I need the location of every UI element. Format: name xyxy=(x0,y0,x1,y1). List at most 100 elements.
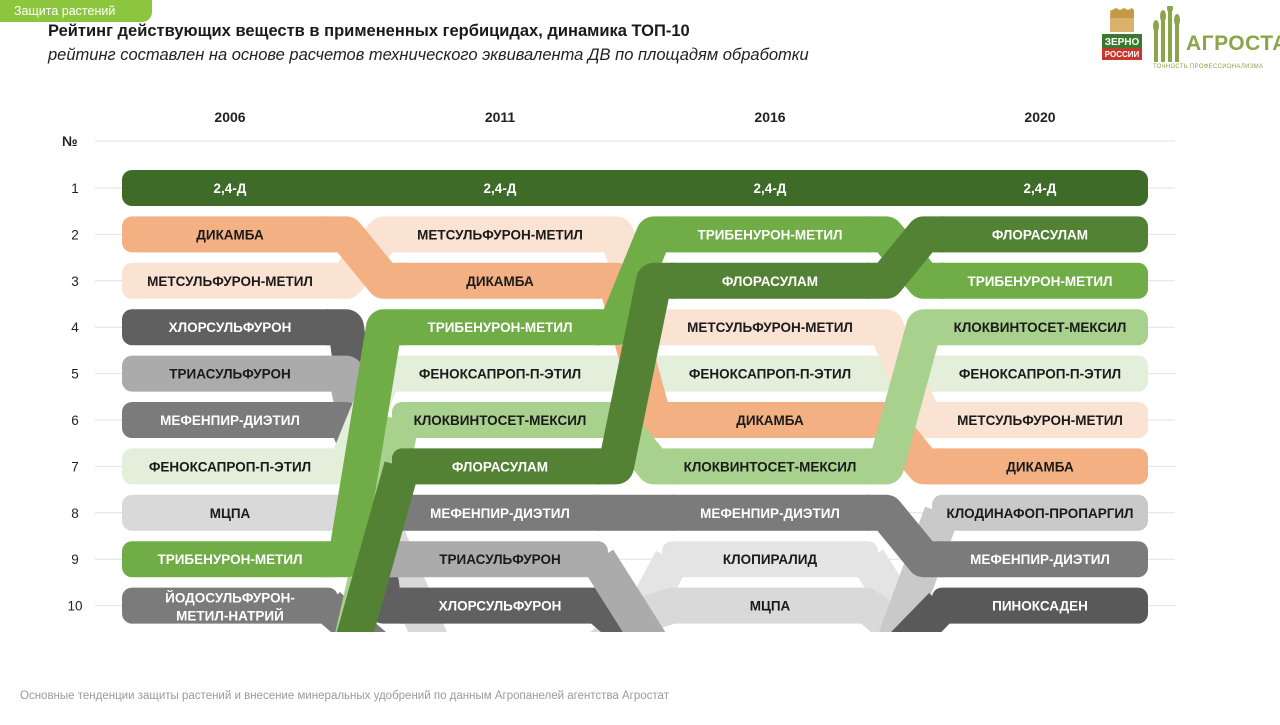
series-box-дикамба-2016 xyxy=(662,402,878,438)
label-layer: 2,4-Д 2,4-Д 2,4-Д 2,4-Д ДИКАМБА ДИКАМБА ДИКАМБ… xyxy=(147,181,1133,624)
series-box-хлорсульфурон-2011 xyxy=(392,587,608,624)
series-box-мефенпир-диэтил-2011 xyxy=(392,494,608,531)
series-box-мефенпир-диэтил-2016 xyxy=(662,494,878,531)
series-label-клоквинтосет-мексил-2020: КЛОКВИНТОСЕТ-МЕКСИЛ xyxy=(954,320,1127,335)
series-box-метсульфурон-метил-2006 xyxy=(122,262,338,299)
chart-title: Рейтинг действующих веществ в примененны… xyxy=(48,22,690,40)
series-box-феноксапроп-п-этил-2016 xyxy=(662,355,878,392)
series-box-дикамба-2006 xyxy=(122,216,338,253)
series-box-пиноксаден-2020 xyxy=(932,587,1148,624)
series-exit-йодосульфурон-метил-натрий-2006 xyxy=(316,592,386,632)
series-box-мефенпир-диэтил-2020 xyxy=(932,541,1148,578)
series-box-клопиралид-2016 xyxy=(662,541,878,578)
series-label-клоквинтосет-мексил-2011: КЛОКВИНТОСЕТ-МЕКСИЛ xyxy=(414,413,587,428)
series-label-мцпа-2006: МЦПА xyxy=(210,506,251,521)
year-header-2020: 2020 xyxy=(1024,109,1055,125)
series-label-флорасулам-2016: ФЛОРАСУЛАМ xyxy=(722,274,818,289)
year-header-2016: 2016 xyxy=(754,109,785,125)
zerno-word: ЗЕРНО xyxy=(1105,37,1140,48)
series-band-пиноксаден xyxy=(891,587,1148,632)
rank-label-9: 9 xyxy=(71,552,79,567)
band-layer xyxy=(122,170,1148,632)
series-label-дикамба-2020: ДИКАМБА xyxy=(1006,459,1074,474)
series-label-клопиралид-2016: КЛОПИРАЛИД xyxy=(723,552,818,567)
series-box-клоквинтосет-мексил-2020 xyxy=(932,309,1148,346)
series-exit-мцпа-2016 xyxy=(856,592,926,632)
series-label-феноксапроп-п-этил-2006: ФЕНОКСАПРОП-П-ЭТИЛ xyxy=(149,459,311,474)
series-box-2-4-д-2020 xyxy=(932,170,1148,206)
series-box-клодинафоп-пропаргил-2020 xyxy=(932,494,1148,531)
series-box-метсульфурон-метил-2020 xyxy=(932,402,1148,438)
series-box-метсульфурон-метил-2011 xyxy=(392,216,608,253)
rossii-word: РОССИИ xyxy=(1105,50,1140,59)
series-box-феноксапроп-п-этил-2006 xyxy=(122,448,338,485)
series-label-феноксапроп-п-этил-2016: ФЕНОКСАПРОП-П-ЭТИЛ xyxy=(689,367,851,382)
series-link-клоквинтосет-мексил-2016-2020 xyxy=(866,309,944,485)
series-label-дикамба-2006: ДИКАМБА xyxy=(196,227,264,242)
series-label-трибенурон-метил-2011: ТРИБЕНУРОН-МЕТИЛ xyxy=(427,320,572,335)
series-label-метсульфурон-метил-2016: МЕТСУЛЬФУРОН-МЕТИЛ xyxy=(687,320,853,335)
series-box-трибенурон-метил-2011 xyxy=(392,309,608,346)
series-label-line: МЕТИЛ-НАТРИЙ xyxy=(176,609,284,624)
series-label-мефенпир-диэтил-2011: МЕФЕНПИР-ДИЭТИЛ xyxy=(430,506,570,521)
series-box-метсульфурон-метил-2016 xyxy=(662,309,878,346)
rank-label-4: 4 xyxy=(71,320,79,335)
rank-label-6: 6 xyxy=(71,413,79,428)
rank-label-3: 3 xyxy=(71,274,79,289)
series-label-хлорсульфурон-2011: ХЛОРСУЛЬФУРОН xyxy=(439,599,562,614)
series-link-флорасулам-2011-2016 xyxy=(596,262,674,485)
series-box-2-4-д-2006 xyxy=(122,170,338,206)
series-label-метсульфурон-метил-2011: МЕТСУЛЬФУРОН-МЕТИЛ xyxy=(417,227,583,242)
series-exit-хлорсульфурон-2011 xyxy=(586,592,656,632)
series-label-мефенпир-диэтил-2016: МЕФЕНПИР-ДИЭТИЛ xyxy=(700,506,840,521)
series-box-феноксапроп-п-этил-2011 xyxy=(392,355,608,392)
series-label-мцпа-2016: МЦПА xyxy=(750,599,791,614)
series-label-трибенурон-метил-2020: ТРИБЕНУРОН-МЕТИЛ xyxy=(967,274,1112,289)
series-label-клоквинтосет-мексил-2016: КЛОКВИНТОСЕТ-МЕКСИЛ xyxy=(684,459,857,474)
zerno-rossii-logo: ЗЕРНО РОССИИ xyxy=(1102,8,1142,60)
series-label-флорасулам-2020: ФЛОРАСУЛАМ xyxy=(992,227,1088,242)
series-band-флорасулам xyxy=(336,216,1148,632)
year-header-2011: 2011 xyxy=(485,109,516,125)
series-label-трибенурон-метил-2006: ТРИБЕНУРОН-МЕТИЛ xyxy=(157,552,302,567)
series-box-дикамба-2011 xyxy=(392,262,608,299)
rank-header: № xyxy=(62,133,78,149)
series-band-2-4-д xyxy=(122,170,1148,206)
series-link-флорасулам-2016-2020 xyxy=(866,216,944,299)
series-exit-триасульфурон-2011 xyxy=(582,549,666,632)
series-box-хлорсульфурон-2006 xyxy=(122,309,338,346)
series-box-мцпа-2016 xyxy=(662,587,878,624)
series-label-line: ЙОДОСУЛЬФУРОН- xyxy=(165,591,295,606)
series-label-феноксапроп-п-этил-2020: ФЕНОКСАПРОП-П-ЭТИЛ xyxy=(959,367,1121,382)
series-box-трибенурон-метил-2016 xyxy=(662,216,878,253)
year-header-2006: 2006 xyxy=(214,109,245,125)
series-label-триасульфурон-2006: ТРИАСУЛЬФУРОН xyxy=(169,367,290,382)
series-enter-пиноксаден-2020 xyxy=(891,593,955,632)
rank-label-1: 1 xyxy=(71,181,79,196)
series-link-трибенурон-метил-2011-2016 xyxy=(596,216,674,346)
rank-label-7: 7 xyxy=(71,459,79,474)
series-box-трибенурон-метил-2006 xyxy=(122,541,338,578)
series-label-2-4-д-2006: 2,4-Д xyxy=(214,181,247,196)
series-label-метсульфурон-метил-2006: МЕТСУЛЬФУРОН-МЕТИЛ xyxy=(147,274,313,289)
series-band-клодинафоп-пропаргил xyxy=(878,494,1148,632)
rank-label-8: 8 xyxy=(71,506,79,521)
series-label-клодинафоп-пропаргил-2020: КЛОДИНАФОП-ПРОПАРГИЛ xyxy=(946,506,1133,521)
chart-subtitle: рейтинг составлен на основе расчетов тех… xyxy=(48,46,809,64)
series-label-дикамба-2016: ДИКАМБА xyxy=(736,413,804,428)
series-link-мефенпир-диэтил-2016-2020 xyxy=(866,494,944,578)
series-label-мефенпир-диэтил-2006: МЕФЕНПИР-ДИЭТИЛ xyxy=(160,413,300,428)
series-box-флорасулам-2020 xyxy=(932,216,1148,253)
series-box-феноксапроп-п-этил-2020 xyxy=(932,355,1148,392)
series-box-клоквинтосет-мексил-2011 xyxy=(392,402,608,438)
series-enter-флорасулам-2011 xyxy=(336,461,420,632)
series-enter-клодинафоп-пропаргил-2020 xyxy=(878,506,959,632)
series-box-дикамба-2020 xyxy=(932,448,1148,485)
series-box-мцпа-2006 xyxy=(122,494,338,531)
series-box-флорасулам-2011 xyxy=(392,448,608,485)
rank-label-10: 10 xyxy=(67,599,82,614)
series-label-2-4-д-2020: 2,4-Д xyxy=(1024,181,1057,196)
series-label-флорасулам-2011: ФЛОРАСУЛАМ xyxy=(452,459,548,474)
